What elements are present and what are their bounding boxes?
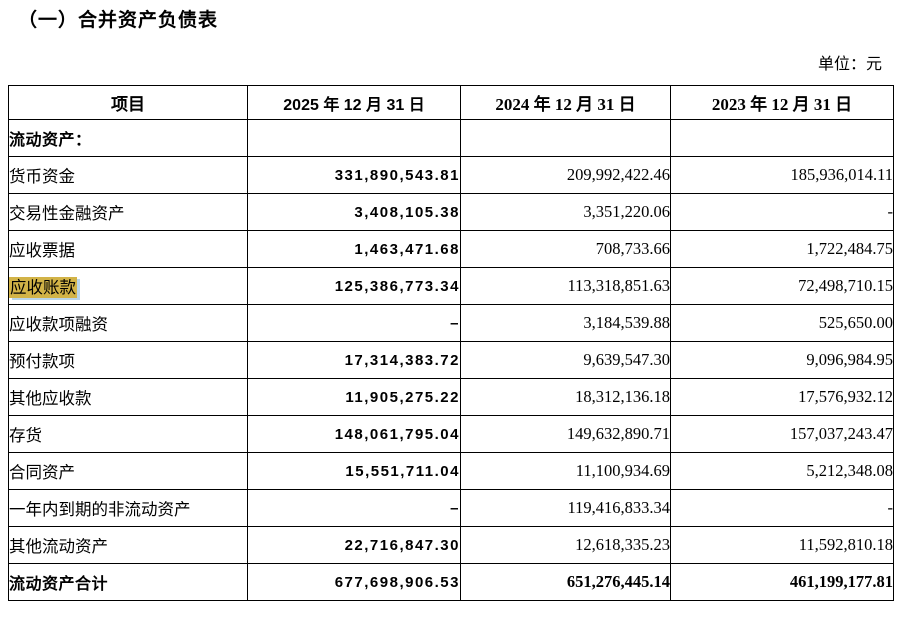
value-2023-cell: 461,199,177.81 bbox=[670, 563, 894, 601]
item-label: 一年内到期的非流动资产 bbox=[9, 500, 191, 519]
value-2024-cell: 149,632,890.71 bbox=[460, 415, 671, 453]
item-label-cell: 货币资金 bbox=[8, 156, 248, 194]
table-row: 合同资产 15,551,711.04 11,100,934.69 5,212,348.… bbox=[8, 452, 894, 490]
header-cell-2025: 2025 年 12 月 31 日 bbox=[247, 85, 461, 120]
value-2025-cell bbox=[247, 119, 461, 157]
value-2024-cell: 651,276,445.14 bbox=[460, 563, 671, 601]
value-2025-cell: 1,463,471.68 bbox=[247, 230, 461, 268]
value-2023-cell: 5,212,348.08 bbox=[670, 452, 894, 490]
table-row: 其他应收款 11,905,275.22 18,312,136.18 17,576,93… bbox=[8, 378, 894, 416]
item-label-cell: 应收账款 bbox=[8, 267, 248, 305]
value-2024-cell: 119,416,833.34 bbox=[460, 489, 671, 527]
item-label: 货币资金 bbox=[9, 167, 76, 186]
table-row: 预付款项 17,314,383.72 9,639,547.30 9,096,984.9… bbox=[8, 341, 894, 379]
item-label: 存货 bbox=[9, 426, 43, 445]
value-2025-cell: 22,716,847.30 bbox=[247, 526, 461, 564]
page-title: （一）合并资产负债表 bbox=[18, 10, 219, 31]
item-label: 交易性金融资产 bbox=[9, 204, 125, 223]
value-2024-cell: 12,618,335.23 bbox=[460, 526, 671, 564]
item-label: 应收票据 bbox=[9, 241, 76, 260]
table-row: 交易性金融资产 3,408,105.38 3,351,220.06- bbox=[8, 193, 894, 231]
item-label-cell: 应收款项融资 bbox=[8, 304, 248, 342]
value-2023-cell: - bbox=[670, 489, 894, 527]
item-label-cell: 交易性金融资产 bbox=[8, 193, 248, 231]
value-2025-cell: 148,061,795.04 bbox=[247, 415, 461, 453]
unit-label: 单位：元 bbox=[817, 56, 882, 73]
value-2025-cell: 3,408,105.38 bbox=[247, 193, 461, 231]
value-2023-cell: - bbox=[670, 193, 894, 231]
item-label: 流动资产合计 bbox=[9, 576, 109, 593]
value-2023-cell: 1,722,484.75 bbox=[670, 230, 894, 268]
table-row: 其他流动资产 22,716,847.30 12,618,335.23 11,592,8… bbox=[8, 526, 894, 564]
value-2024-cell: 18,312,136.18 bbox=[460, 378, 671, 416]
item-label-cell: 流动资产： bbox=[8, 119, 248, 157]
item-label-cell: 一年内到期的非流动资产 bbox=[8, 489, 248, 527]
value-2023-cell: 9,096,984.95 bbox=[670, 341, 894, 379]
value-2023-cell: 157,037,243.47 bbox=[670, 415, 894, 453]
table-body: 流动资产： 货币资金 331,890,543.81 209,992,422.46 185… bbox=[8, 119, 894, 601]
table-row: 应收款项融资 –3,184,539.88 525,650.00 bbox=[8, 304, 894, 342]
balance-sheet-table: 项目 2025 年 12 月 31 日 2024 年 12 月 31 日 202… bbox=[8, 85, 894, 601]
item-label-cell: 预付款项 bbox=[8, 341, 248, 379]
value-2024-cell: 209,992,422.46 bbox=[460, 156, 671, 194]
item-label: 其他流动资产 bbox=[9, 537, 109, 556]
item-label-cell: 合同资产 bbox=[8, 452, 248, 490]
item-label: 合同资产 bbox=[9, 463, 76, 482]
header-cell-2024: 2024 年 12 月 31 日 bbox=[460, 85, 671, 120]
value-2024-cell bbox=[460, 119, 671, 157]
value-2024-cell: 3,184,539.88 bbox=[460, 304, 671, 342]
value-2025-cell: 15,551,711.04 bbox=[247, 452, 461, 490]
value-2024-cell: 9,639,547.30 bbox=[460, 341, 671, 379]
value-2025-cell: 125,386,773.34 bbox=[247, 267, 461, 305]
value-2023-cell: 185,936,014.11 bbox=[670, 156, 894, 194]
value-2024-cell: 11,100,934.69 bbox=[460, 452, 671, 490]
value-2023-cell bbox=[670, 119, 894, 157]
value-2025-cell: – bbox=[247, 304, 461, 342]
table-row: 流动资产： bbox=[8, 119, 894, 157]
value-2024-cell: 3,351,220.06 bbox=[460, 193, 671, 231]
value-2025-cell: 677,698,906.53 bbox=[247, 563, 461, 601]
item-label-cell: 其他应收款 bbox=[8, 378, 248, 416]
value-2023-cell: 11,592,810.18 bbox=[670, 526, 894, 564]
item-label-cell: 存货 bbox=[8, 415, 248, 453]
item-label-cell: 其他流动资产 bbox=[8, 526, 248, 564]
value-2025-cell: 17,314,383.72 bbox=[247, 341, 461, 379]
highlighted-item-label: 应收账款 bbox=[9, 277, 77, 298]
item-label-cell: 流动资产合计 bbox=[8, 563, 248, 601]
header-cell-item: 项目 bbox=[8, 85, 248, 120]
table-header-row: 项目 2025 年 12 月 31 日 2024 年 12 月 31 日 202… bbox=[8, 85, 894, 120]
value-2024-cell: 708,733.66 bbox=[460, 230, 671, 268]
item-label: 预付款项 bbox=[9, 352, 76, 371]
table-row: 存货 148,061,795.04 149,632,890.71 157,037,24… bbox=[8, 415, 894, 453]
table-row: 应收账款 125,386,773.34 113,318,851.63 72,498,7… bbox=[8, 267, 894, 305]
value-2024-cell: 113,318,851.63 bbox=[460, 267, 671, 305]
item-label: 应收款项融资 bbox=[9, 315, 109, 334]
value-2023-cell: 17,576,932.12 bbox=[670, 378, 894, 416]
header-cell-2023: 2023 年 12 月 31 日 bbox=[670, 85, 894, 120]
value-2023-cell: 525,650.00 bbox=[670, 304, 894, 342]
item-label: 流动资产： bbox=[9, 132, 92, 149]
table-row: 流动资产合计 677,698,906.53 651,276,445.14 461,19… bbox=[8, 563, 894, 601]
item-label: 其他应收款 bbox=[9, 389, 92, 408]
table-row: 一年内到期的非流动资产 –119,416,833.34- bbox=[8, 489, 894, 527]
value-2025-cell: – bbox=[247, 489, 461, 527]
value-2025-cell: 331,890,543.81 bbox=[247, 156, 461, 194]
item-label-cell: 应收票据 bbox=[8, 230, 248, 268]
table-row: 应收票据 1,463,471.68 708,733.66 1,722,484.75 bbox=[8, 230, 894, 268]
value-2023-cell: 72,498,710.15 bbox=[670, 267, 894, 305]
table-row: 货币资金 331,890,543.81 209,992,422.46 185,936,… bbox=[8, 156, 894, 194]
value-2025-cell: 11,905,275.22 bbox=[247, 378, 461, 416]
